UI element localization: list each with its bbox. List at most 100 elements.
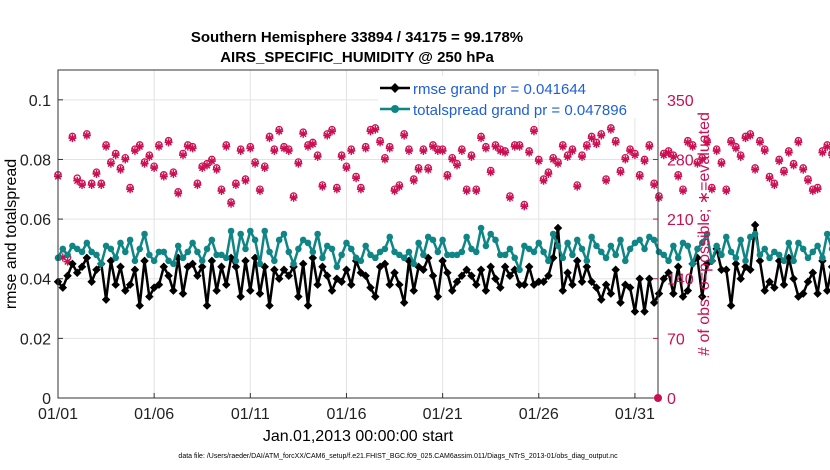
- obs-possible-point: [140, 158, 149, 166]
- obs-possible-point: [765, 172, 774, 181]
- totalspread-point: [256, 260, 264, 268]
- rmse-point: [553, 223, 563, 233]
- obs-possible-point: [693, 158, 702, 166]
- totalspread-point: [319, 254, 326, 262]
- obs-possible-point: [539, 175, 548, 183]
- totalspread-point: [689, 260, 696, 268]
- rmse-point: [635, 274, 644, 283]
- obs-possible-point: [107, 158, 115, 166]
- y-axis-ticks: 0 0.02 0.04 0.06 0.08 0.1: [20, 93, 63, 408]
- rmse-point: [664, 268, 673, 278]
- obs-possible-point: [780, 166, 788, 175]
- rmse-point: [568, 280, 577, 289]
- obs-possible-point: [424, 164, 432, 172]
- totalspread-point: [819, 254, 826, 262]
- obs-possible-point: [102, 141, 110, 149]
- totalspread-point: [136, 245, 144, 253]
- totalspread-point: [545, 257, 552, 265]
- obs-possible-point: [674, 170, 682, 179]
- obs-possible-point: [813, 183, 822, 192]
- totalspread-point: [198, 257, 206, 265]
- rmse-point: [438, 256, 447, 266]
- totalspread-point: [299, 236, 307, 244]
- rmse-point: [731, 259, 741, 269]
- rmse-point: [222, 280, 231, 289]
- obs-possible-point: [212, 164, 221, 172]
- rmse-point: [697, 292, 707, 301]
- totalspread-point: [617, 236, 624, 244]
- y-tick-label: 0.04: [20, 272, 51, 289]
- obs-possible-point: [736, 151, 745, 159]
- totalspread-point: [588, 233, 595, 241]
- totalspread-point: [400, 254, 408, 262]
- totalspread-point: [583, 257, 591, 265]
- totalspread-point: [208, 236, 216, 244]
- totalspread-point: [347, 245, 355, 253]
- obs-possible-point: [482, 142, 490, 151]
- rmse-point: [520, 280, 529, 289]
- totalspread-point: [578, 245, 586, 253]
- rmse-point: [125, 280, 135, 289]
- obs-possible-point: [559, 141, 567, 149]
- rmse-point: [298, 259, 308, 269]
- totalspread-point: [448, 251, 456, 259]
- obs-evaluated-point: [270, 146, 279, 155]
- totalspread-point: [516, 266, 523, 274]
- plot-frame: [57, 69, 659, 399]
- rmse-point: [673, 262, 683, 272]
- obs-possible-point: [135, 141, 144, 149]
- right-tick-label: 280: [667, 152, 694, 169]
- rmse-point: [101, 295, 111, 304]
- totalspread-point: [612, 251, 619, 259]
- totalspread-point: [597, 248, 605, 256]
- obs-possible-point: [409, 175, 418, 183]
- obs-possible-point: [568, 145, 577, 154]
- obs-possible-point: [116, 164, 125, 172]
- obs-possible-point: [328, 125, 336, 134]
- totalspread-point: [674, 254, 682, 262]
- totalspread-point: [823, 230, 830, 238]
- totalspread-point: [309, 248, 317, 256]
- totalspread-point: [391, 248, 398, 256]
- totalspread-point: [194, 248, 201, 256]
- obs-possible-point: [400, 130, 408, 138]
- obs-possible-point: [323, 130, 332, 138]
- rmse-point: [669, 289, 678, 298]
- obs-possible-point: [770, 179, 779, 188]
- rmse-point: [342, 265, 351, 275]
- obs-possible-point: [756, 136, 764, 145]
- obs-possible-point: [236, 145, 245, 154]
- totalspread-point: [622, 257, 629, 265]
- obs-possible-point: [390, 185, 399, 194]
- rmse-point: [452, 277, 462, 286]
- obs-possible-point: [159, 170, 168, 179]
- totalspread-point: [434, 248, 442, 256]
- totalspread-point: [670, 242, 677, 250]
- obs-possible-point: [150, 162, 158, 171]
- rmse-point: [169, 286, 178, 295]
- obs-possible-point: [83, 130, 91, 138]
- rmse-point: [746, 265, 755, 275]
- totalspread-point: [564, 239, 571, 247]
- rmse-point: [577, 277, 587, 286]
- totalspread-point: [463, 233, 470, 241]
- obs-possible-point: [357, 183, 365, 192]
- totalspread-point: [266, 248, 273, 256]
- rmse-point: [231, 262, 241, 272]
- rmse-point: [539, 277, 548, 286]
- rmse-point: [130, 265, 140, 275]
- totalspread-point: [756, 251, 764, 259]
- x-tick-label: 01/11: [231, 406, 270, 423]
- obs-possible-point: [256, 185, 264, 194]
- obs-possible-point: [299, 128, 307, 136]
- totalspread-point: [69, 242, 76, 250]
- rmse-point: [159, 262, 169, 272]
- obs-possible-point: [712, 145, 721, 154]
- rmse-point: [337, 277, 346, 286]
- rmse-point: [496, 283, 505, 292]
- totalspread-point: [242, 245, 249, 253]
- totalspread-point: [472, 248, 480, 256]
- obs-possible-point: [87, 179, 96, 188]
- obs-possible-point: [347, 145, 356, 154]
